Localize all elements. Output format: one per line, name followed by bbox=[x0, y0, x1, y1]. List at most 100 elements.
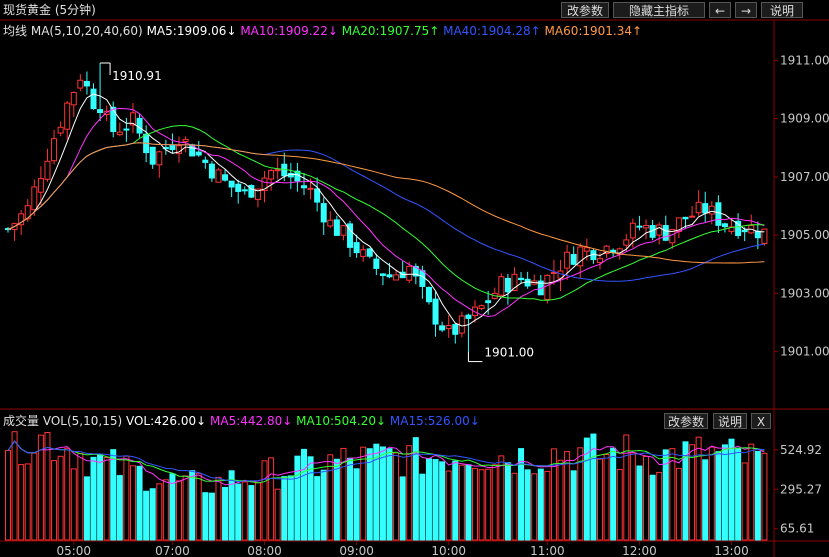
volume-bar bbox=[531, 473, 538, 541]
candle-body bbox=[208, 163, 215, 179]
volume-bar bbox=[379, 446, 386, 541]
volume-bar bbox=[44, 431, 51, 541]
change-params-button[interactable]: 改参数 bbox=[561, 2, 609, 18]
candle-body bbox=[202, 159, 209, 163]
volume-bar bbox=[550, 448, 557, 541]
candle bbox=[149, 146, 156, 169]
candle-body bbox=[320, 203, 327, 223]
candle-body bbox=[333, 219, 340, 236]
candle-body bbox=[366, 248, 373, 257]
volume-bar bbox=[287, 475, 294, 541]
candle bbox=[70, 91, 77, 117]
candle-body bbox=[761, 228, 768, 244]
hide-main-indicator-button[interactable]: 隐藏主指标 bbox=[613, 2, 705, 18]
volume-bar bbox=[485, 468, 492, 541]
candle-body bbox=[254, 188, 261, 200]
volume-bar bbox=[31, 452, 38, 541]
candle bbox=[491, 287, 498, 300]
volume-bar bbox=[656, 471, 663, 541]
volume-bar bbox=[77, 453, 84, 541]
candle-body bbox=[44, 160, 51, 180]
candle bbox=[37, 166, 44, 205]
volume-bar bbox=[83, 476, 90, 541]
candle-body bbox=[603, 245, 610, 255]
volume-bar bbox=[169, 473, 176, 541]
candle bbox=[228, 180, 235, 197]
volume-bar bbox=[458, 464, 465, 541]
candle-body bbox=[518, 277, 525, 281]
candle-body bbox=[643, 224, 650, 229]
volume-change-params-button[interactable]: 改参数 bbox=[664, 413, 708, 429]
time-tick-label: 12:00 bbox=[622, 544, 657, 557]
vol-readout: VOL:426.00↓ bbox=[125, 414, 207, 428]
volume-bar bbox=[143, 490, 150, 541]
volume-close-button[interactable]: X bbox=[751, 413, 771, 429]
candle-body bbox=[412, 265, 419, 277]
candle-body bbox=[570, 253, 577, 265]
candle bbox=[300, 172, 307, 196]
candle bbox=[64, 101, 71, 140]
volume-bar bbox=[353, 468, 360, 541]
candle bbox=[629, 218, 636, 248]
ma20-line bbox=[7, 125, 765, 301]
candle-body bbox=[24, 205, 31, 220]
candle bbox=[241, 186, 248, 195]
volume-bar bbox=[64, 447, 71, 541]
candle-body bbox=[70, 92, 77, 106]
candle-body bbox=[136, 117, 143, 134]
volume-bar bbox=[425, 458, 432, 541]
candle-body bbox=[37, 178, 44, 193]
ma-readout-row: 均线 MA(5,10,20,40,60) MA5:1909.06↓ MA10:1… bbox=[3, 21, 642, 41]
volume-bar bbox=[110, 449, 117, 541]
candle bbox=[57, 121, 64, 137]
candle bbox=[452, 322, 459, 344]
volume-bar bbox=[577, 447, 584, 541]
candle-body bbox=[373, 258, 380, 269]
candle-body bbox=[432, 298, 439, 325]
candle bbox=[169, 133, 176, 154]
volume-bar bbox=[208, 492, 215, 541]
scroll-right-button[interactable]: → bbox=[735, 2, 757, 18]
candle-body bbox=[123, 128, 130, 131]
volume-bar bbox=[136, 465, 143, 541]
volume-bar bbox=[215, 476, 222, 541]
volume-bar bbox=[149, 488, 156, 541]
volume-bar bbox=[18, 464, 25, 541]
volume-bar bbox=[596, 458, 603, 541]
candle bbox=[669, 228, 676, 249]
candle-body bbox=[741, 229, 748, 233]
volume-bar bbox=[57, 455, 64, 541]
candle bbox=[399, 261, 406, 279]
price-tick-label: 1907.00 bbox=[780, 170, 829, 184]
volume-bar bbox=[603, 454, 610, 541]
candle-body bbox=[393, 274, 400, 281]
candle bbox=[636, 215, 643, 231]
help-button[interactable]: 说明 bbox=[761, 2, 803, 18]
scroll-left-button[interactable]: ← bbox=[709, 2, 731, 18]
time-tick-label: 08:00 bbox=[247, 544, 282, 557]
volume-help-button[interactable]: 说明 bbox=[713, 413, 747, 429]
candle-body bbox=[596, 258, 603, 263]
volume-bar bbox=[708, 446, 715, 541]
candle bbox=[531, 274, 538, 286]
candle bbox=[715, 195, 722, 234]
candle-body bbox=[235, 183, 242, 192]
volume-bar bbox=[511, 472, 518, 541]
candle bbox=[123, 117, 130, 142]
volume-bar bbox=[314, 476, 321, 541]
candle bbox=[268, 168, 275, 191]
volume-bar bbox=[333, 458, 340, 541]
volume-bar bbox=[735, 447, 742, 541]
candle bbox=[557, 259, 564, 292]
volume-bar bbox=[524, 469, 531, 541]
volume-bar bbox=[386, 448, 393, 541]
volume-bar bbox=[241, 481, 248, 541]
volume-bar bbox=[478, 469, 485, 541]
candle bbox=[5, 227, 11, 233]
volume-bar bbox=[202, 492, 209, 541]
candle-body bbox=[689, 215, 696, 218]
candle bbox=[77, 74, 84, 92]
candle bbox=[656, 222, 663, 245]
volume-bar bbox=[412, 437, 419, 541]
